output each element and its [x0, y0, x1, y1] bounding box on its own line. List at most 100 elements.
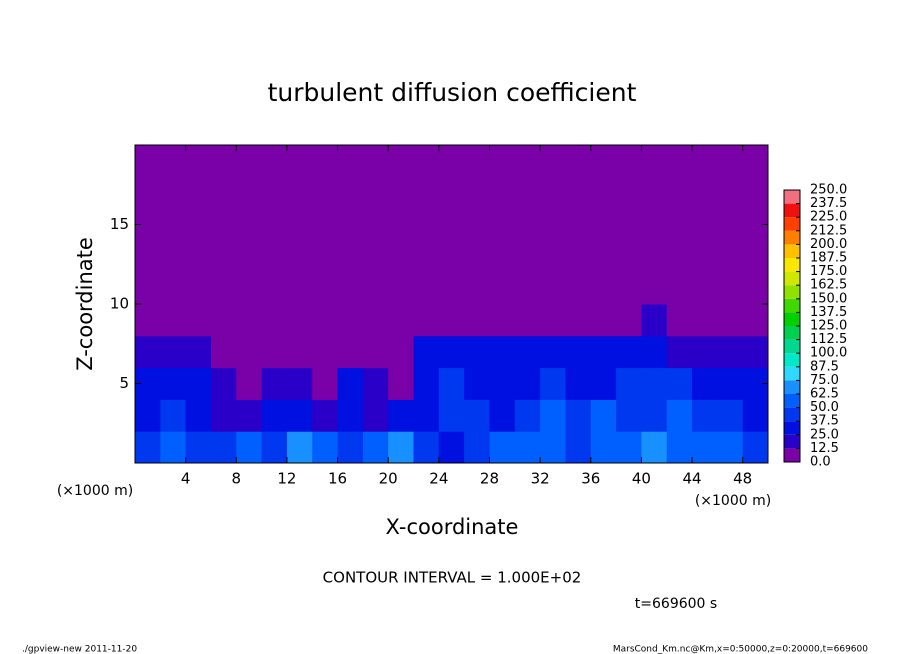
heatmap-cell [742, 240, 769, 273]
colorbar-label: 0.0 [810, 455, 831, 470]
heatmap-cell [337, 272, 364, 305]
heatmap-cell [362, 145, 389, 178]
colorbar-label: 100.0 [810, 346, 847, 361]
colorbar-swatch [784, 230, 800, 245]
heatmap-cell [717, 431, 744, 464]
heatmap-cell [438, 208, 465, 241]
heatmap-cell [185, 335, 212, 369]
x-tick-label: 32 [531, 470, 550, 488]
heatmap-cell [666, 208, 693, 241]
heatmap-cell [590, 304, 617, 337]
heatmap-cell [464, 145, 490, 178]
heatmap-cell [666, 399, 693, 432]
colorbar-label: 125.0 [810, 319, 847, 334]
heatmap-cell [312, 272, 339, 305]
heatmap-cell [590, 335, 617, 369]
heatmap-cell [590, 240, 617, 273]
heatmap-cell [590, 208, 617, 241]
heatmap-cell [261, 431, 288, 464]
heatmap-cell [286, 145, 313, 178]
heatmap-cell [388, 399, 415, 432]
heatmap-cell [413, 335, 440, 369]
heatmap-cell [185, 208, 212, 241]
heatmap-cell [565, 208, 592, 241]
colorbar-swatch [784, 448, 800, 462]
colorbar-swatch [784, 312, 800, 326]
heatmap-cell [641, 367, 668, 400]
heatmap-cell [438, 335, 465, 369]
heatmap-cell [616, 431, 642, 464]
heatmap-cell [590, 272, 617, 305]
heatmap-cell [742, 176, 769, 210]
heatmap-cell [489, 304, 516, 337]
heatmap-cell [692, 304, 718, 337]
heatmap-cell [261, 335, 288, 369]
heatmap-cell [261, 176, 288, 210]
colorbar-swatch [784, 190, 800, 204]
heatmap-cell [438, 145, 465, 178]
heatmap-cell [413, 240, 440, 273]
heatmap-cell [590, 176, 617, 210]
heatmap-cell [717, 145, 744, 178]
heatmap-cell [692, 208, 718, 241]
heatmap-cell [565, 431, 592, 464]
heatmap-cell [717, 399, 744, 432]
heatmap-cell [692, 431, 718, 464]
heatmap-cell [438, 176, 465, 210]
heatmap-cell [362, 272, 389, 305]
heatmap-cell [413, 431, 440, 464]
heatmap-cell [489, 335, 516, 369]
heatmap-cell [185, 176, 212, 210]
heatmap-cell [261, 272, 288, 305]
x-tick-label: 4 [181, 470, 191, 488]
heatmap-cell [236, 304, 263, 337]
heatmap-cell [464, 272, 490, 305]
heatmap-cell [464, 208, 490, 241]
heatmap-cell [388, 367, 415, 400]
heatmap-cell [666, 272, 693, 305]
heatmap-cell [438, 240, 465, 273]
heatmap-cell [337, 208, 364, 241]
heatmap-cell [312, 176, 339, 210]
colorbar-label: 200.0 [810, 237, 847, 252]
heatmap-cell [464, 176, 490, 210]
heatmap-cell [210, 304, 237, 337]
heatmap-cell [717, 367, 744, 400]
heatmap-cell [717, 304, 744, 337]
heatmap-cell [135, 145, 161, 178]
heatmap-cell [135, 272, 161, 305]
heatmap-cell [641, 399, 668, 432]
heatmap-cell [135, 304, 161, 337]
heatmap-cell [514, 272, 541, 305]
heatmap-cell [514, 176, 541, 210]
heatmap-cell [286, 431, 313, 464]
heatmap-cell [135, 399, 161, 432]
heatmap-cell [185, 145, 212, 178]
heatmap-cell [489, 367, 516, 400]
heatmap-cell [540, 431, 566, 464]
heatmap-cell [236, 272, 263, 305]
heatmap-cell [286, 240, 313, 273]
colorbar-swatch [784, 353, 800, 367]
heatmap-cell [692, 176, 718, 210]
colorbar-label: 187.5 [810, 251, 847, 266]
colorbar-label: 250.0 [810, 183, 847, 198]
heatmap-cell [388, 176, 415, 210]
heatmap-cell [286, 304, 313, 337]
heatmap-cell [413, 399, 440, 432]
heatmap-cell [362, 176, 389, 210]
x-tick-label: 48 [733, 470, 752, 488]
heatmap-cell [160, 367, 187, 400]
heatmap-cell [616, 176, 642, 210]
heatmap-cell [135, 176, 161, 210]
heatmap-cell [388, 304, 415, 337]
heatmap-cell [666, 304, 693, 337]
heatmap-cell [236, 240, 263, 273]
heatmap-cell [388, 240, 415, 273]
heatmap-cell [160, 304, 187, 337]
heatmap-cell [514, 145, 541, 178]
colorbar-label: 212.5 [810, 223, 847, 238]
heatmap-cell [565, 176, 592, 210]
y-axis-label: Z-coordinate [73, 237, 97, 371]
colorbar-swatch [784, 366, 800, 381]
